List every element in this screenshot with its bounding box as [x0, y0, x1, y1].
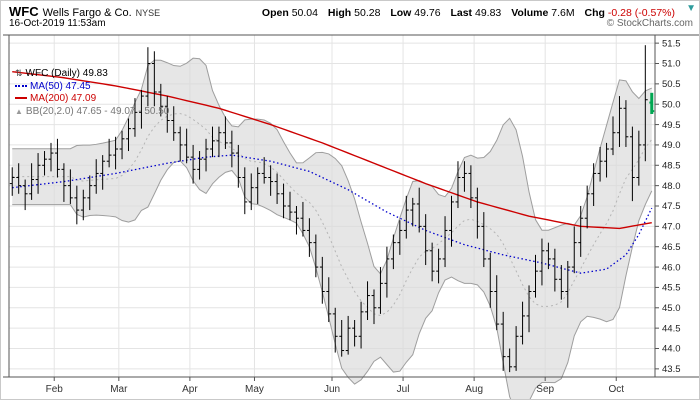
svg-text:48.0: 48.0 — [662, 181, 681, 192]
quote-low: Low 49.76 — [390, 7, 440, 19]
quote-high-label: High — [327, 7, 352, 19]
ticker-symbol: WFC — [9, 4, 39, 19]
svg-text:Jul: Jul — [397, 384, 410, 395]
quote-bar: Open 50.04 High 50.28 Low 49.76 Last 49.… — [255, 7, 675, 19]
svg-text:Mar: Mar — [110, 384, 128, 395]
svg-text:May: May — [245, 384, 264, 395]
svg-text:44.0: 44.0 — [662, 344, 681, 355]
quote-chg: Chg -0.28 (-0.57%) — [585, 7, 675, 19]
quote-chg-label: Chg — [584, 7, 605, 19]
instrument-title: WFC Wells Fargo & Co. NYSE — [9, 3, 160, 21]
svg-text:50.5: 50.5 — [662, 79, 681, 90]
svg-text:Apr: Apr — [182, 384, 198, 395]
quote-open: Open 50.04 — [262, 7, 318, 19]
price-chart: 51.5 51.0 50.5 50.0 49.5 49.0 48.5 48.0 47.5 47.0… — [1, 31, 699, 399]
svg-text:Jun: Jun — [324, 384, 340, 395]
header: WFC Wells Fargo & Co. NYSE Open 50.04 High… — [9, 3, 675, 21]
svg-text:Oct: Oct — [608, 384, 624, 395]
svg-text:46.0: 46.0 — [662, 262, 681, 273]
quote-open-label: Open — [261, 7, 289, 19]
quote-volume-value: 7.6M — [551, 7, 575, 19]
header-subrow: 16-Oct-2019 11:53am © StockCharts.com — [9, 18, 693, 29]
company-name: Wells Fargo & Co. — [42, 7, 132, 19]
quote-last-label: Last — [450, 7, 473, 19]
svg-text:45.5: 45.5 — [662, 283, 681, 294]
svg-text:47.5: 47.5 — [662, 201, 681, 212]
svg-text:47.0: 47.0 — [662, 222, 681, 233]
quote-last: Last 49.83 — [450, 7, 501, 19]
svg-text:44.5: 44.5 — [662, 323, 681, 334]
svg-text:49.5: 49.5 — [662, 120, 681, 131]
quote-low-label: Low — [390, 7, 412, 19]
quote-high: High 50.28 — [328, 7, 381, 19]
svg-text:48.5: 48.5 — [662, 160, 681, 171]
svg-text:49.0: 49.0 — [662, 140, 681, 151]
svg-text:51.5: 51.5 — [662, 38, 681, 49]
svg-text:45.0: 45.0 — [662, 303, 681, 314]
svg-text:50.0: 50.0 — [662, 99, 681, 110]
svg-text:43.5: 43.5 — [662, 364, 681, 375]
svg-text:Feb: Feb — [46, 384, 64, 395]
stockcharts-credit: © StockCharts.com — [606, 18, 693, 29]
quote-low-value: 49.76 — [414, 7, 441, 19]
quote-volume-label: Volume — [511, 7, 549, 19]
price-chart-canvas: 51.5 51.0 50.5 50.0 49.5 49.0 48.5 48.0 47.5 47.0… — [3, 34, 699, 399]
svg-text:Aug: Aug — [465, 384, 483, 395]
quote-volume: Volume 7.6M — [511, 7, 574, 19]
quote-high-value: 50.28 — [354, 7, 381, 19]
svg-text:Sep: Sep — [536, 384, 554, 395]
quote-last-value: 49.83 — [474, 7, 502, 19]
svg-text:51.0: 51.0 — [662, 59, 681, 70]
exchange-name: NYSE — [135, 8, 161, 18]
chevron-down-icon[interactable]: ▼ — [686, 3, 696, 14]
quote-chg-value: -0.28 (-0.57%) — [607, 7, 675, 19]
chart-datetime: 16-Oct-2019 11:53am — [9, 18, 106, 29]
quote-open-value: 50.04 — [291, 7, 318, 19]
svg-text:46.5: 46.5 — [662, 242, 681, 253]
